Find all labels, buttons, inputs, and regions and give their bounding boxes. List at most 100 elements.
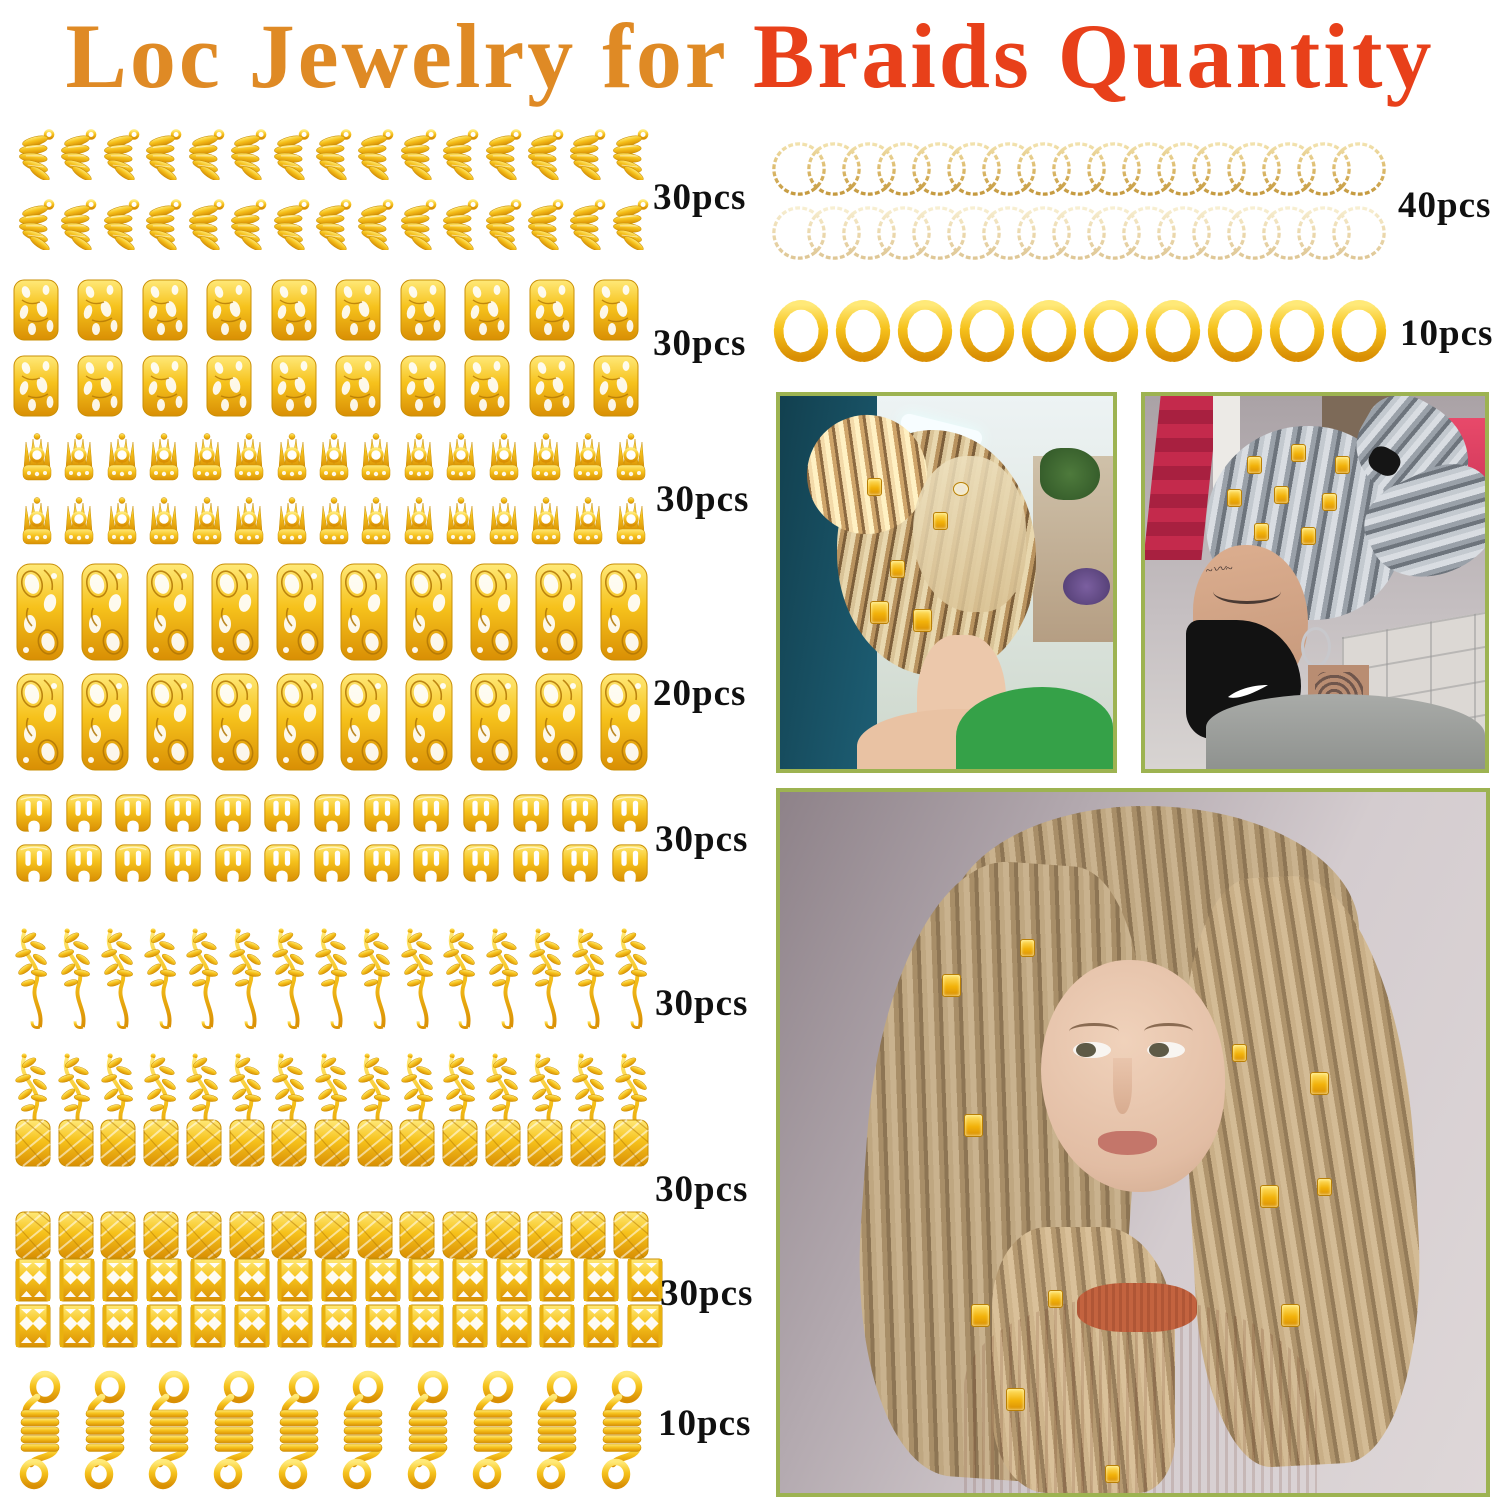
jewelry-row [14, 1303, 664, 1349]
crown-bead-icon [18, 496, 56, 548]
lattice-cuff-icon [145, 1303, 183, 1349]
mesh-cylinder-icon [142, 1118, 180, 1168]
lattice-cuff-icon [58, 1257, 96, 1303]
mesh-cylinder-icon [356, 1118, 394, 1168]
fan-cuff-icon [400, 198, 438, 250]
cuff-ring-icon [163, 792, 203, 834]
quantity-label-mesh-cylinders: 30pcs [655, 1169, 749, 1210]
crown-bead-icon [527, 496, 565, 548]
crown-bead-icon [569, 432, 607, 484]
fan-cuff-icon [273, 198, 311, 250]
leaf-vine-icon [528, 925, 564, 1033]
filigree-barrel-icon [592, 354, 640, 418]
fan-cuff-icon [60, 128, 98, 180]
spiral-coil-icon [81, 1368, 129, 1493]
fan-cuff-icon [357, 128, 395, 180]
leaf-vine-icon [400, 925, 436, 1033]
mesh-cylinder-icon [14, 1210, 52, 1260]
leaf-vine-icon [271, 925, 307, 1033]
fan-cuff-icon [18, 198, 56, 250]
crown-bead-icon [145, 496, 183, 548]
filigree-barrel-icon [334, 354, 382, 418]
spiral-coil-icon [16, 1368, 64, 1493]
mesh-cylinder-icon [526, 1118, 564, 1168]
leaf-vine-icon [614, 925, 650, 1033]
crown-bead-icon [103, 432, 141, 484]
photo-silver-braids-man: ~〰~ [1141, 392, 1489, 773]
fan-cuff-icon [357, 198, 395, 250]
filigree-barrel-icon [270, 278, 318, 342]
filigree-tube-icon [338, 672, 390, 772]
fan-cuff-icon [612, 128, 650, 180]
cuff-ring-icon [362, 792, 402, 834]
lattice-cuff-icon [495, 1257, 533, 1303]
rope-ring-icon [956, 298, 1018, 364]
filigree-barrel-icon [205, 278, 253, 342]
mesh-cylinder-icon [526, 1210, 564, 1260]
mesh-cylinder-icon [99, 1118, 137, 1168]
filigree-tube-icon [144, 672, 196, 772]
crown-bead-icon [442, 432, 480, 484]
cuff-ring-icon [411, 842, 451, 884]
filigree-tube-icon [468, 562, 520, 662]
crown-bead-icon [569, 496, 607, 548]
jewelry-group-filigree-tubes [14, 562, 650, 772]
jewelry-group-twisted-rings [770, 140, 1390, 262]
lattice-cuff-icon [189, 1303, 227, 1349]
leaf-vine-icon [143, 925, 179, 1033]
filigree-barrel-icon [528, 354, 576, 418]
fan-cuff-icon [230, 198, 268, 250]
lattice-cuff-icon [626, 1257, 664, 1303]
cuff-ring-icon [362, 842, 402, 884]
crown-bead-icon [400, 496, 438, 548]
grey-shirt [1206, 694, 1485, 769]
rope-ring-icon [1142, 298, 1204, 364]
cuff-ring-icon [64, 792, 104, 834]
smooth-hair [913, 455, 1027, 613]
quantity-label-fan-cuffs: 30pcs [653, 177, 747, 218]
jewelry-row [18, 432, 650, 484]
gold-cuff-in-dreads [1260, 1184, 1280, 1208]
fan-cuff-icon [273, 128, 311, 180]
page-title: Loc Jewelry for Braids Quantity [0, 10, 1500, 102]
gold-cuff-in-dreads [1104, 1464, 1120, 1483]
filigree-tube-icon [598, 672, 650, 772]
quantity-label-tubes: 20pcs [653, 673, 747, 714]
right-eye [1147, 1041, 1186, 1059]
lattice-cuff-icon [538, 1303, 576, 1349]
cuff-ring-icon [461, 792, 501, 834]
filigree-barrel-icon [399, 354, 447, 418]
jewelry-row [14, 925, 650, 1033]
filigree-tube-icon [598, 562, 650, 662]
jewelry-row [770, 140, 1390, 198]
mesh-cylinder-icon [99, 1210, 137, 1260]
jewelry-group-crown-beads [18, 432, 650, 548]
filigree-tube-icon [79, 672, 131, 772]
filigree-barrel-icon [76, 278, 124, 342]
mesh-cylinder-icon [313, 1118, 351, 1168]
cuff-ring-icon [113, 792, 153, 834]
leaf-vine-icon [571, 925, 607, 1033]
leaf-vine-icon [100, 925, 136, 1033]
jewelry-row [770, 298, 1362, 364]
crown-bead-icon [188, 496, 226, 548]
cuff-ring-icon [213, 792, 253, 834]
lattice-cuff-icon [582, 1257, 620, 1303]
gold-cuff-on-braid [1226, 489, 1242, 508]
filigree-tube-icon [144, 562, 196, 662]
gold-cuff-in-dreads [942, 974, 962, 998]
mesh-cylinder-icon [142, 1210, 180, 1260]
spiral-coil-icon [469, 1368, 517, 1493]
fan-cuff-icon [569, 128, 607, 180]
crown-bead-icon [230, 432, 268, 484]
lattice-cuff-icon [14, 1257, 52, 1303]
quantity-label-lattice-cuffs: 30pcs [660, 1273, 754, 1314]
leaf-vine-icon [14, 925, 50, 1033]
lattice-cuff-icon [626, 1303, 664, 1349]
lattice-cuff-icon [320, 1303, 358, 1349]
plant [1039, 448, 1100, 501]
spiral-coil-icon [210, 1368, 258, 1493]
fan-cuff-icon [188, 128, 226, 180]
mesh-cylinder-icon [185, 1210, 223, 1260]
cuff-ring-icon [312, 792, 352, 834]
